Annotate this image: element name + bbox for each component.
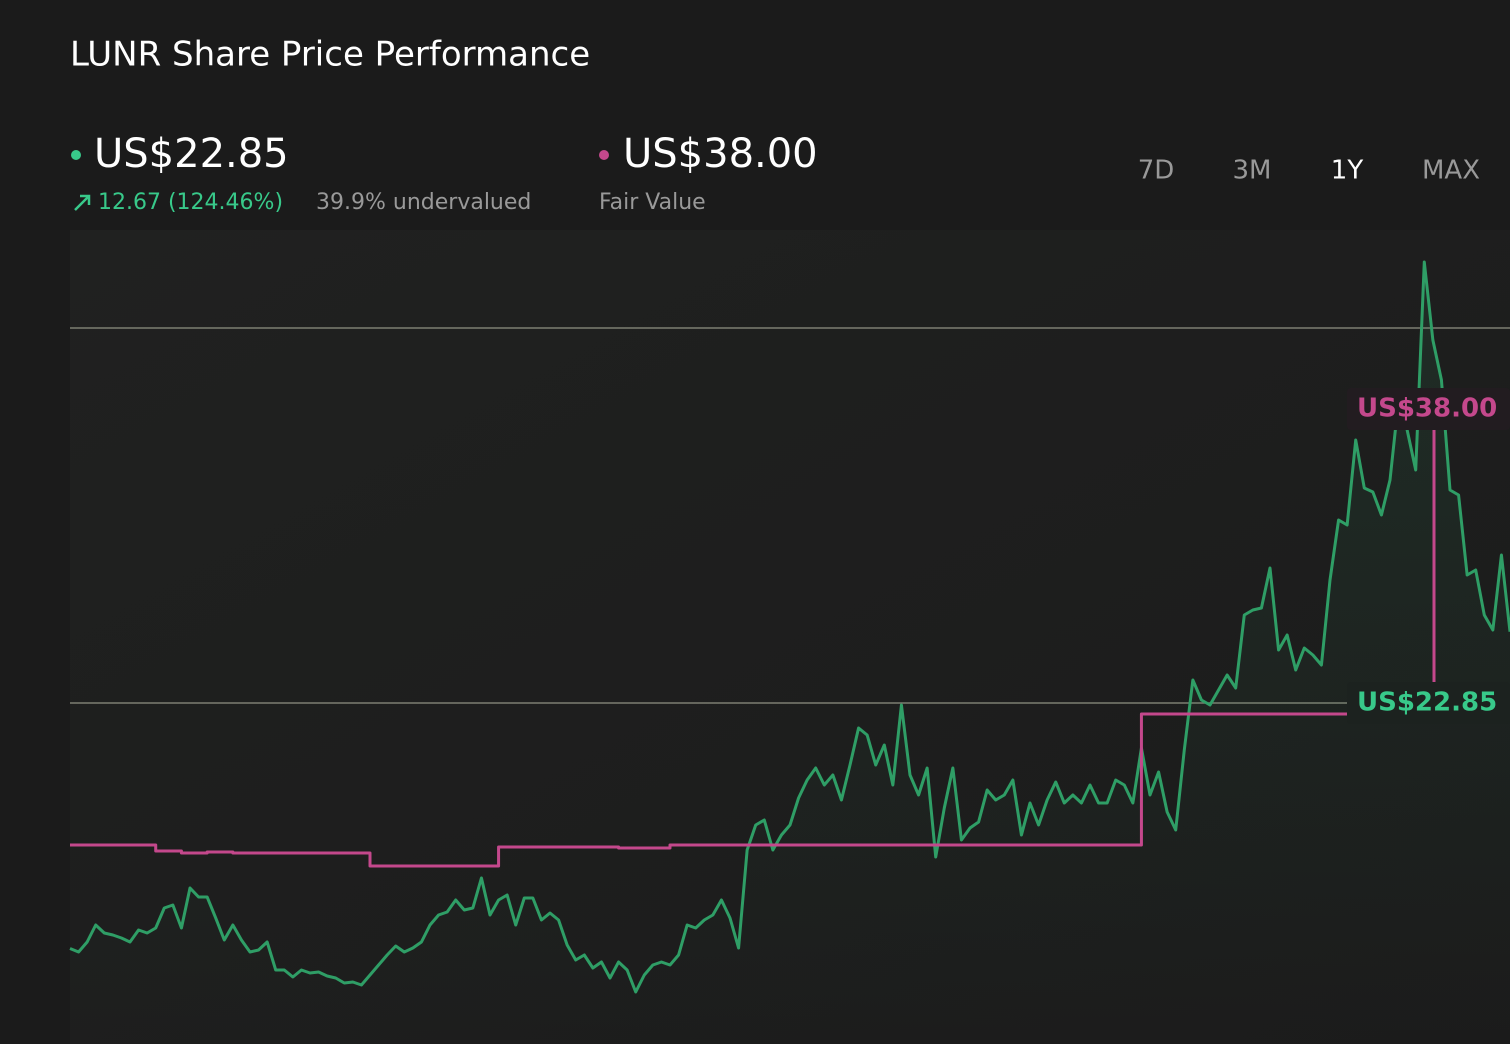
range-button[interactable]: 1Y xyxy=(1331,156,1364,186)
price-area xyxy=(70,262,1510,1044)
fair-value-tag xyxy=(1347,388,1510,430)
range-button[interactable]: MAX xyxy=(1422,156,1480,186)
valuation: 39.9% undervalued xyxy=(316,190,531,215)
plot xyxy=(69,260,1510,1044)
up-arrow xyxy=(74,194,91,211)
price-change: 12.67 (124.46%) xyxy=(98,190,283,215)
fair-value: US$38.00 xyxy=(623,131,818,177)
chart-title: LUNR Share Price Performance xyxy=(70,35,590,75)
range-button[interactable]: 3M xyxy=(1233,156,1272,186)
price: US$22.85 xyxy=(94,131,289,177)
fair-value-line xyxy=(70,712,1510,868)
price-tag xyxy=(1347,682,1510,724)
fair-value-caption: Fair Value xyxy=(599,190,706,215)
price-dot xyxy=(71,150,81,160)
fair-value-dot xyxy=(599,150,609,160)
price-tag-label: US$22.85 xyxy=(1357,688,1497,718)
range-selector: 7D 3M 1Y MAX xyxy=(1138,156,1480,186)
range-button[interactable]: 7D xyxy=(1138,156,1175,186)
fair-value-tag-label: US$38.00 xyxy=(1357,394,1497,424)
price-line xyxy=(69,260,1510,994)
